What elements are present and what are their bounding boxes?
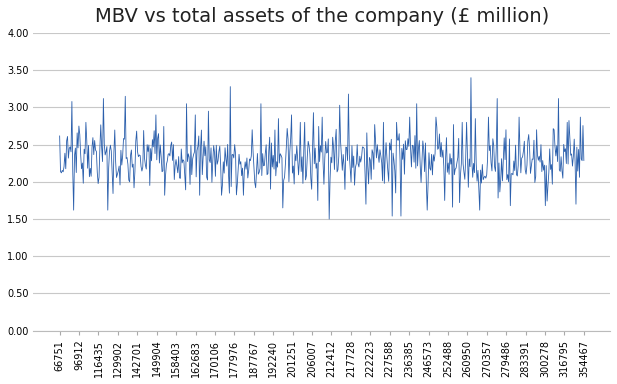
Title: MBV vs total assets of the company (£ million): MBV vs total assets of the company (£ mi… <box>94 7 549 26</box>
